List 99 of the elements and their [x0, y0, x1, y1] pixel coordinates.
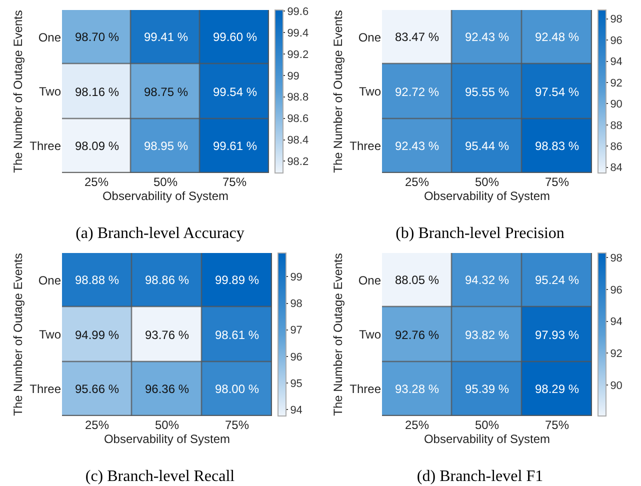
data-label: 93.76 % [145, 328, 190, 342]
data-label: 92.72 % [395, 85, 440, 99]
data-label: 98.09 % [75, 139, 120, 153]
y-tick-label: Three [350, 139, 382, 154]
color-bar-label: 99.4 [287, 27, 309, 40]
x-tick-label: 25% [84, 418, 110, 432]
x-tick-label: 50% [474, 418, 500, 432]
y-tick-label: Two [38, 328, 62, 342]
x-tick-label: 50% [474, 175, 500, 189]
y-tick-label: Three [30, 382, 62, 396]
y-tick-label: Two [38, 84, 62, 99]
y-axis-title: The Number of Outage Events [10, 253, 25, 416]
y-tick-label: One [38, 273, 62, 288]
color-bar-label: 98 [290, 298, 302, 310]
color-bar-label: 99.2 [287, 48, 309, 61]
data-label: 95.24 % [535, 273, 580, 287]
color-bar-label: 92 [610, 77, 622, 90]
data-label: 95.44 % [465, 139, 510, 153]
x-tick-label: 75% [544, 175, 570, 189]
text: (d) Branch-level F1 [416, 468, 544, 486]
data-label: 83.47 % [395, 30, 440, 44]
data-label: 99.89 % [215, 273, 260, 287]
color-bar-label: 96 [610, 284, 622, 296]
x-tick-label: 50% [154, 418, 180, 432]
data-label: 99.54 % [213, 85, 258, 99]
data-label: 97.93 % [535, 328, 580, 342]
data-label: 93.82 % [465, 328, 510, 342]
color-bar-label: 98.6 [287, 113, 309, 126]
y-tick-label: One [358, 273, 382, 288]
y-axis-title: The Number of Outage Events [10, 10, 25, 173]
x-tick-label: 50% [153, 175, 178, 189]
color-bar-label: 99 [290, 272, 302, 284]
data-label: 98.16 % [75, 85, 120, 99]
x-axis-title: Observability of System [104, 432, 230, 446]
data-label: 98.70 % [75, 30, 120, 44]
x-tick-label: 25% [84, 175, 109, 189]
x-axis-title: Observability of System [102, 189, 229, 203]
x-tick-label: 75% [224, 418, 250, 432]
data-label: 92.76 % [395, 328, 440, 342]
y-axis-title: The Number of Outage Events [330, 10, 345, 173]
data-label: 88.05 % [395, 273, 440, 287]
data-label: 93.28 % [395, 382, 440, 396]
color-bar-label: 96 [290, 351, 302, 364]
data-label: 94.32 % [465, 273, 510, 287]
color-bar-label: 98 [610, 14, 622, 26]
y-tick-label: Three [30, 139, 62, 154]
color-bar-label: 92 [610, 348, 622, 360]
color-bar-label: 86 [610, 141, 622, 153]
data-label: 95.66 % [75, 382, 120, 396]
color-bar-label: 98.8 [287, 92, 309, 104]
data-label: 98.00 % [215, 382, 260, 396]
color-bar-label: 97 [290, 324, 302, 337]
data-label: 99.60 % [213, 30, 258, 44]
color-bar-label: 90 [610, 98, 622, 111]
y-tick-label: Two [358, 84, 382, 99]
color-bar-label: 99 [287, 70, 300, 82]
color-bar-label: 88 [610, 120, 622, 132]
text: (b) Branch-level Precision [396, 225, 564, 242]
data-label: 96.36 % [145, 382, 190, 396]
color-bar-label: 95 [290, 378, 302, 390]
data-label: 98.83 % [535, 139, 580, 153]
data-label: 95.55 % [465, 85, 510, 99]
text: (a) Branch-level Accuracy [76, 225, 244, 242]
y-tick-label: Three [350, 382, 382, 396]
y-tick-label: One [358, 30, 382, 44]
x-axis-title: Observability of System [424, 432, 550, 446]
color-bar-label: 99.6 [287, 6, 309, 18]
data-label: 92.43 % [395, 139, 440, 153]
color-bar-label: 94 [610, 316, 622, 328]
color-bar-label: 84 [610, 162, 622, 174]
data-label: 98.86 % [145, 273, 190, 287]
text: (c) Branch-level Recall [85, 468, 236, 486]
x-tick-label: 25% [404, 418, 430, 432]
data-label: 98.29 % [535, 382, 580, 396]
data-label: 94.99 % [75, 328, 120, 342]
data-label: 98.75 % [144, 85, 188, 99]
color-bar-label: 98.4 [287, 134, 309, 147]
data-label: 98.88 % [75, 273, 120, 287]
y-tick-label: Two [358, 328, 382, 342]
color-bar-label: 96 [610, 34, 622, 47]
data-label: 99.61 % [213, 139, 258, 153]
data-label: 98.95 % [144, 139, 188, 153]
x-tick-label: 75% [544, 418, 570, 432]
color-bar-label: 94 [290, 404, 302, 416]
color-bar-label: 98.2 [287, 156, 309, 168]
data-label: 97.54 % [535, 85, 580, 99]
color-bar-label: 98 [610, 252, 622, 264]
y-axis-title: The Number of Outage Events [330, 253, 345, 416]
x-tick-label: 75% [222, 175, 247, 189]
color-bar-label: 90 [610, 380, 622, 392]
data-label: 92.48 % [535, 30, 580, 44]
y-tick-label: One [38, 30, 62, 44]
data-label: 92.43 % [465, 30, 510, 44]
x-tick-label: 25% [404, 175, 430, 189]
data-label: 98.61 % [215, 328, 260, 342]
color-bar-label: 94 [610, 56, 622, 68]
data-label: 99.41 % [144, 30, 188, 44]
x-axis-title: Observability of System [424, 189, 550, 203]
data-label: 95.39 % [465, 382, 510, 396]
